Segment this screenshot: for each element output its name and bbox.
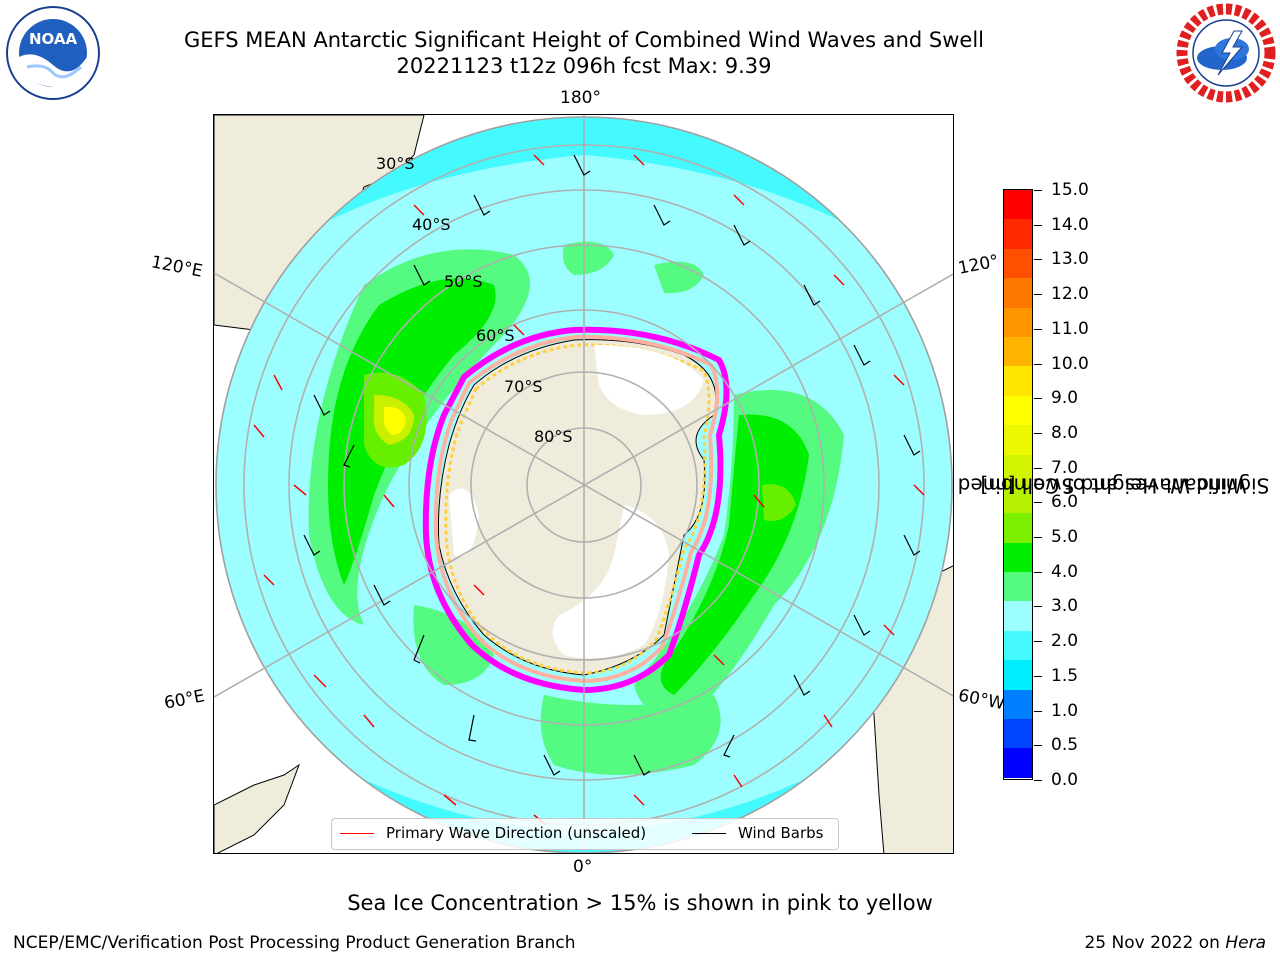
colorbar-tick-label: 7.0 [1051, 457, 1079, 478]
colorbar-tick [1034, 606, 1042, 608]
footer-date-text: 25 Nov 2022 on [1084, 933, 1220, 953]
colorbar-tick-label: 10.0 [1051, 353, 1089, 374]
polar-map-svg: 30°S 40°S 50°S 60°S 70°S 80°S [214, 115, 953, 853]
colorbar-tick [1034, 641, 1042, 643]
colorbar-tick [1034, 259, 1042, 261]
legend-swatch-wind-barbs [692, 832, 726, 834]
lat-label-30s: 30°S [376, 154, 415, 173]
lat-label-60s: 60°S [476, 326, 515, 345]
wave-direction-arrows [253, 154, 925, 826]
colorbar-tick-label: 11.0 [1051, 318, 1089, 339]
colorbar-tick-label: 1.5 [1051, 665, 1079, 686]
land-africa [214, 763, 301, 853]
lon-label-0: 0° [573, 857, 593, 877]
lat-label-70s: 70°S [504, 377, 543, 396]
colorbar-tick [1034, 432, 1042, 434]
lon-label-60e: 60°E [162, 686, 207, 714]
colorbar-segment [1004, 278, 1032, 308]
colorbar-segment [1004, 572, 1032, 602]
colorbar-tick [1034, 780, 1042, 781]
legend-item-wind-barbs: Wind Barbs [692, 824, 823, 842]
latitude-labels: 30°S 40°S 50°S 60°S 70°S 80°S [376, 154, 573, 446]
colorbar-segment [1004, 454, 1032, 484]
colorbar-tick [1034, 467, 1042, 469]
colorbar-tick-label: 0.5 [1051, 735, 1079, 756]
lat-label-80s: 80°S [534, 427, 573, 446]
colorbar-tick [1034, 571, 1042, 573]
colorbar-tick-label: 13.0 [1051, 249, 1089, 270]
colorbar-tick-label: 14.0 [1051, 214, 1089, 235]
colorbar-tick [1034, 363, 1042, 365]
legend-item-wave-direction: Primary Wave Direction (unscaled) [340, 824, 646, 842]
colorbar-tick [1034, 190, 1042, 191]
legend-label-wind-barbs: Wind Barbs [738, 824, 824, 842]
colorbar-tick-label: 6.0 [1051, 492, 1079, 513]
colorbar-segment [1004, 630, 1032, 661]
colorbar-tick-label: 3.0 [1051, 596, 1079, 617]
nws-logo [1176, 3, 1276, 103]
colorbar-segment [1004, 395, 1032, 426]
footer-date: 25 Nov 2022 on Hera [1084, 933, 1266, 953]
lon-label-180: 180° [560, 88, 601, 108]
sea-ice-caption: Sea Ice Concentration > 15% is shown in … [347, 891, 933, 915]
colorbar-segment [1004, 689, 1032, 720]
lon-label-120e: 120°E [149, 252, 205, 282]
colorbar-segment [1004, 190, 1032, 220]
colorbar-segment [1004, 425, 1032, 455]
colorbar-segment [1004, 307, 1032, 337]
legend-label-wave-direction: Primary Wave Direction (unscaled) [386, 824, 647, 842]
colorbar-tick-label: 4.0 [1051, 561, 1079, 582]
chart-subtitle: 20221123 t12z 096h fcst Max: 9.39 [396, 54, 772, 78]
colorbar-tick-label: 15.0 [1051, 180, 1089, 200]
graticule [214, 115, 953, 853]
colorbar [1003, 189, 1033, 780]
colorbar-tick [1034, 745, 1042, 747]
map-legend: Primary Wave Direction (unscaled) Wind B… [331, 818, 839, 850]
colorbar-segment [1004, 219, 1032, 249]
footer-host: Hera [1225, 933, 1266, 953]
colorbar-tick-label: 12.0 [1051, 284, 1089, 305]
ice-shelf-interior [449, 345, 704, 659]
colorbar-segment [1004, 719, 1032, 749]
colorbar-tick [1034, 224, 1042, 226]
colorbar-segment [1004, 542, 1032, 573]
colorbar-tick [1034, 294, 1042, 296]
colorbar-tick-label: 0.0 [1051, 770, 1079, 790]
noaa-logo: NOAA [6, 6, 100, 100]
legend-swatch-wave-direction [340, 832, 374, 834]
footer-organization: NCEP/EMC/Verification Post Processing Pr… [13, 933, 576, 953]
colorbar-label-line2: Wind Waves and Swell [m] [980, 473, 1247, 498]
noaa-logo-text: NOAA [29, 30, 78, 48]
chart-title: GEFS MEAN Antarctic Significant Height o… [183, 28, 985, 52]
lat-label-40s: 40°S [412, 215, 451, 234]
lat-label-50s: 50°S [444, 272, 483, 291]
colorbar-tick-label: 9.0 [1051, 388, 1079, 409]
colorbar-tick [1034, 328, 1042, 330]
colorbar-tick [1034, 502, 1042, 504]
polar-map: 30°S 40°S 50°S 60°S 70°S 80°S Primary Wa… [213, 114, 954, 854]
colorbar-segment [1004, 248, 1032, 279]
colorbar-tick-label: 8.0 [1051, 422, 1079, 443]
lon-label-60w: 60°W [956, 685, 1007, 715]
colorbar-segment [1004, 366, 1032, 396]
colorbar-tick [1034, 710, 1042, 712]
colorbar-segment [1004, 513, 1032, 543]
colorbar-segment [1004, 336, 1032, 367]
colorbar-segment [1004, 483, 1032, 514]
colorbar-segment [1004, 748, 1032, 778]
colorbar-segment [1004, 601, 1032, 631]
lon-label-120w: 120° [956, 251, 1001, 279]
colorbar-tick [1034, 537, 1042, 539]
colorbar-tick [1034, 675, 1042, 677]
colorbar-tick-label: 5.0 [1051, 527, 1079, 548]
colorbar-tick-label: 2.0 [1051, 631, 1079, 652]
colorbar-tick [1034, 398, 1042, 400]
colorbar-tick-label: 1.0 [1051, 700, 1079, 721]
wind-barbs [303, 154, 921, 776]
colorbar-segment [1004, 660, 1032, 690]
